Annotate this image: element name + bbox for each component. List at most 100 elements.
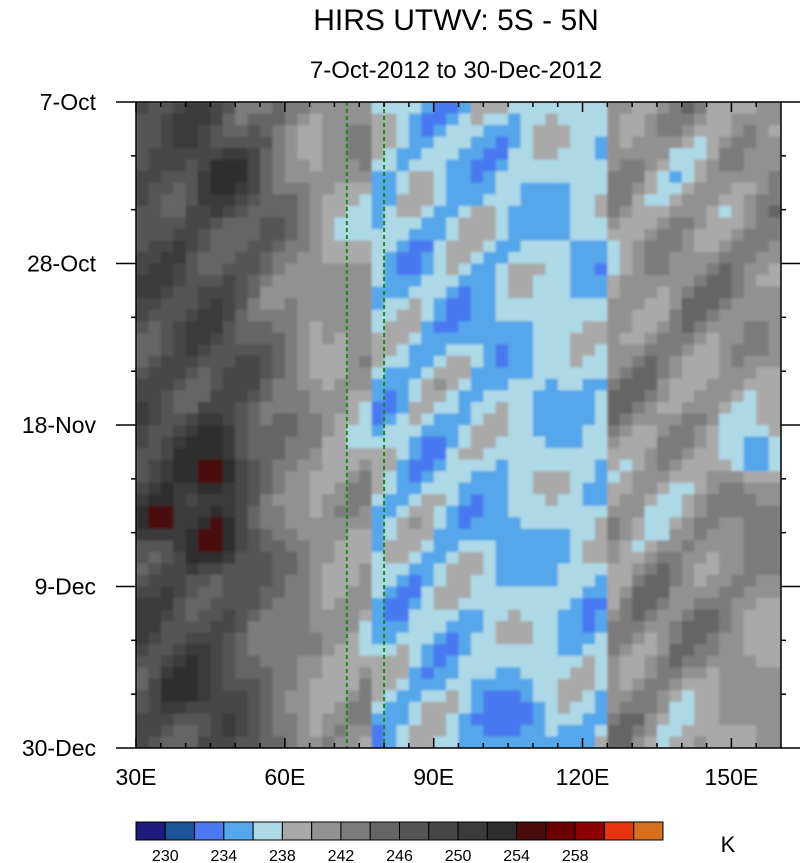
heat-cell — [222, 217, 237, 230]
heat-cell — [656, 482, 671, 496]
heat-cell — [557, 309, 571, 322]
heat-cell — [421, 551, 435, 565]
heat-cell — [235, 459, 249, 472]
chart-title: HIRS UTWV: 5S - 5N — [313, 4, 599, 37]
heat-cell — [458, 102, 472, 115]
heat-cell — [408, 621, 423, 634]
heat-cell — [160, 459, 175, 472]
heat-cell — [594, 448, 609, 461]
heat-cell — [582, 667, 596, 680]
heat-cell — [334, 667, 348, 680]
heat-cell — [669, 251, 683, 265]
heat-cell — [483, 321, 497, 334]
heat-cell — [694, 678, 708, 692]
heat-cell — [198, 425, 212, 438]
heat-cell — [607, 355, 621, 369]
heat-cell — [210, 609, 224, 622]
heat-cell — [508, 263, 522, 276]
heat-cell — [768, 690, 781, 703]
heat-cell — [260, 355, 274, 369]
heat-cell — [607, 217, 621, 230]
heat-cell — [508, 471, 522, 484]
heat-cell — [619, 494, 633, 507]
heat-cell — [421, 401, 435, 415]
heat-cell — [483, 182, 497, 196]
heat-cell — [632, 401, 646, 415]
heat-cell — [384, 690, 398, 703]
x-tick-label: 120E — [556, 764, 610, 790]
heat-cell — [458, 194, 472, 207]
heat-cell — [669, 136, 683, 149]
heat-cell — [309, 102, 323, 115]
heat-cell — [743, 390, 757, 403]
heat-cell — [458, 609, 472, 622]
heat-cell — [508, 125, 522, 138]
heat-cell — [136, 286, 150, 299]
heat-cell — [322, 263, 336, 276]
heat-cell — [743, 574, 757, 588]
heat-cell — [607, 275, 621, 288]
heat-cell — [520, 482, 534, 496]
heat-cell — [446, 563, 460, 576]
heat-cell — [644, 505, 658, 519]
heat-cell — [297, 367, 311, 380]
heat-cell — [384, 217, 398, 230]
colorbar-swatch — [516, 821, 547, 841]
heat-cell — [173, 355, 187, 369]
heat-cell — [433, 286, 447, 299]
heat-cell — [272, 298, 286, 311]
heat-cell — [632, 517, 646, 530]
heat-cell — [322, 332, 336, 346]
heat-cell — [743, 413, 757, 426]
heat-cell — [421, 540, 435, 553]
heat-cell — [433, 667, 447, 680]
heat-cell — [235, 621, 249, 634]
heat-cell — [173, 321, 187, 334]
heat-cell — [644, 125, 658, 138]
heat-cell — [297, 344, 311, 357]
heat-cell — [656, 436, 671, 449]
heat-cell — [198, 598, 212, 611]
heat-cell — [532, 332, 547, 346]
heat-cell — [222, 494, 237, 507]
heat-cell — [731, 228, 745, 242]
heat-cell — [557, 678, 571, 692]
heat-cell — [185, 182, 199, 196]
heat-cell — [260, 136, 274, 149]
heat-cell — [694, 494, 708, 507]
heat-cell — [136, 194, 150, 207]
heat-cell — [768, 540, 781, 553]
heat-cell — [731, 655, 745, 669]
heat-cell — [322, 586, 336, 599]
heat-cell — [309, 125, 323, 138]
heat-cell — [632, 182, 646, 196]
heat-cell — [731, 494, 745, 507]
heat-cell — [619, 563, 633, 576]
heat-cell — [619, 182, 633, 196]
heat-cell — [408, 344, 423, 357]
heat-cell — [582, 378, 596, 392]
heat-cell — [359, 621, 373, 634]
heat-cell — [743, 251, 757, 265]
heat-cell — [359, 102, 373, 115]
heat-cell — [681, 436, 695, 449]
heat-cell — [297, 574, 311, 588]
heat-cell — [198, 182, 212, 196]
heat-cell — [731, 102, 745, 115]
heat-cell — [396, 505, 410, 519]
heat-cell — [371, 113, 385, 126]
heat-cell — [433, 678, 447, 692]
heat-cell — [756, 182, 770, 196]
heat-cell — [235, 286, 249, 299]
heat-cell — [334, 182, 348, 196]
heat-cell — [160, 125, 175, 138]
heat-cell — [545, 655, 559, 669]
heat-cell — [260, 286, 274, 299]
heat-cell — [346, 194, 361, 207]
heat-cell — [632, 148, 646, 161]
heat-cell — [148, 102, 162, 115]
heat-cell — [644, 448, 658, 461]
heat-cell — [222, 286, 237, 299]
heat-cell — [718, 390, 733, 403]
heat-cell — [458, 690, 472, 703]
